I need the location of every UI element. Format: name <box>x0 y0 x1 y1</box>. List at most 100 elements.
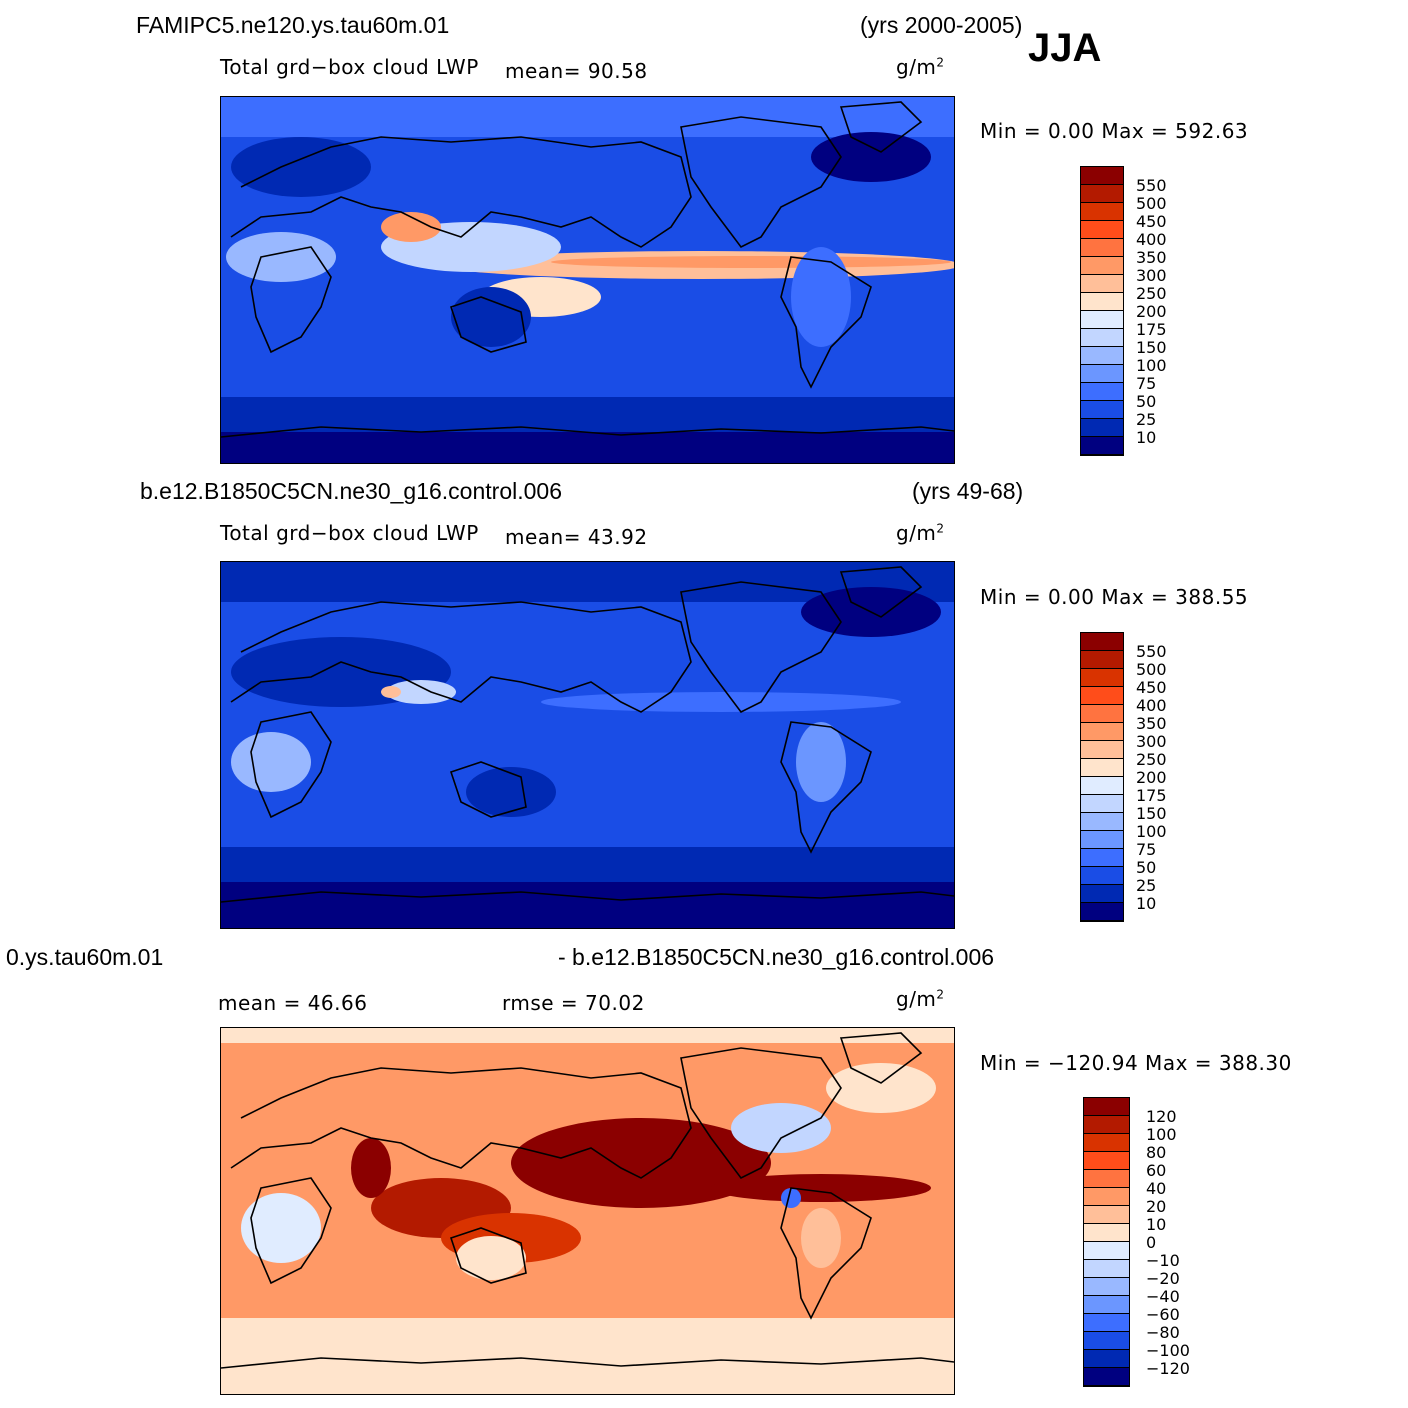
colorbar-swatch <box>1084 1350 1129 1368</box>
colorbar-swatch <box>1081 903 1123 921</box>
colorbar-tick-label: −20 <box>1146 1269 1180 1288</box>
mean-label: mean= 90.58 <box>505 59 648 83</box>
map-field-3 <box>221 1028 954 1394</box>
colorbar-tick-label: −100 <box>1146 1341 1190 1360</box>
colorbar-swatch <box>1084 1188 1129 1206</box>
colorbar-swatch <box>1081 849 1123 867</box>
colorbar-swatch <box>1084 1368 1129 1386</box>
colorbar-tick-label: 0 <box>1146 1233 1157 1252</box>
colorbar-tick-label: 500 <box>1136 194 1167 213</box>
colorbar-2 <box>1080 632 1124 922</box>
colorbar-swatch <box>1084 1224 1129 1242</box>
colorbar-tick-label: 50 <box>1136 392 1157 411</box>
colorbar-3 <box>1083 1097 1130 1387</box>
colorbar-swatch <box>1081 185 1123 203</box>
units-label: g/m2 <box>896 521 945 545</box>
colorbar-tick-label: 60 <box>1146 1161 1167 1180</box>
units-label: g/m2 <box>896 987 945 1011</box>
colorbar-tick-label: 20 <box>1146 1197 1167 1216</box>
case-name: 0.ys.tau60m.01 <box>6 944 164 970</box>
colorbar-tick-label: −10 <box>1146 1251 1180 1270</box>
case-name: b.e12.B1850C5CN.ne30_g16.control.006 <box>140 478 562 504</box>
colorbar-swatch <box>1081 257 1123 275</box>
colorbar-swatch <box>1084 1116 1129 1134</box>
colorbar-swatch <box>1081 651 1123 669</box>
colorbar-tick-label: 400 <box>1136 696 1167 715</box>
colorbar-tick-label: 100 <box>1136 356 1167 375</box>
case-name: FAMIPC5.ne120.ys.tau60m.01 <box>136 12 450 38</box>
colorbar-swatch <box>1081 705 1123 723</box>
colorbar-tick-label: 400 <box>1136 230 1167 249</box>
colorbar-tick-label: 80 <box>1146 1143 1167 1162</box>
colorbar-swatch <box>1084 1260 1129 1278</box>
colorbar-tick-label: 40 <box>1146 1179 1167 1198</box>
colorbar-swatch <box>1081 885 1123 903</box>
season-label: JJA <box>1028 26 1102 70</box>
colorbar-tick-label: −40 <box>1146 1287 1180 1306</box>
colorbar-swatch <box>1081 347 1123 365</box>
years-label: (yrs 49-68) <box>912 478 1024 504</box>
colorbar-swatch <box>1081 275 1123 293</box>
colorbar-tick-label: 500 <box>1136 660 1167 679</box>
colorbar-swatch <box>1084 1152 1129 1170</box>
minmax-label: Min = −120.94 Max = 388.30 <box>980 1051 1292 1075</box>
colorbar-tick-label: 550 <box>1136 642 1167 661</box>
colorbar-tick-label: 350 <box>1136 714 1167 733</box>
colorbar-swatch <box>1084 1296 1129 1314</box>
colorbar-swatch <box>1081 741 1123 759</box>
map-field-1 <box>221 97 954 463</box>
colorbar-swatch <box>1084 1278 1129 1296</box>
colorbar-swatch <box>1081 329 1123 347</box>
colorbar-tick-label: 100 <box>1136 822 1167 841</box>
colorbar-swatch <box>1084 1242 1129 1260</box>
colorbar-swatch <box>1081 419 1123 437</box>
map-field-2 <box>221 562 954 928</box>
colorbar-tick-label: −60 <box>1146 1305 1180 1324</box>
colorbar-swatch <box>1081 293 1123 311</box>
variable-label: Total grd−box cloud LWP <box>220 521 479 545</box>
map-panel-3 <box>220 1027 955 1395</box>
colorbar-tick-label: 100 <box>1146 1125 1177 1144</box>
colorbar-tick-label: 10 <box>1146 1215 1167 1234</box>
colorbar-swatch <box>1081 437 1123 455</box>
colorbar-tick-label: 25 <box>1136 876 1157 895</box>
colorbar-swatch <box>1081 723 1123 741</box>
colorbar-swatch <box>1081 365 1123 383</box>
years-label: (yrs 2000-2005) <box>860 12 1023 38</box>
colorbar-tick-label: 250 <box>1136 284 1167 303</box>
colorbar-swatch <box>1084 1314 1129 1332</box>
map-panel-2 <box>220 561 955 929</box>
colorbar-swatch <box>1081 831 1123 849</box>
colorbar-swatch <box>1081 759 1123 777</box>
colorbar-swatch <box>1081 687 1123 705</box>
colorbar-tick-label: 150 <box>1136 338 1167 357</box>
colorbar-tick-label: 200 <box>1136 768 1167 787</box>
case-name-right: - b.e12.B1850C5CN.ne30_g16.control.006 <box>558 944 995 970</box>
colorbar-swatch <box>1081 401 1123 419</box>
colorbar-swatch <box>1084 1170 1129 1188</box>
rmse-label: rmse = 70.02 <box>502 991 645 1015</box>
colorbar-swatch <box>1081 669 1123 687</box>
colorbar-tick-label: 450 <box>1136 212 1167 231</box>
colorbar-tick-label: −120 <box>1146 1359 1190 1378</box>
colorbar-swatch <box>1081 777 1123 795</box>
colorbar-swatch <box>1081 239 1123 257</box>
colorbar-swatch <box>1081 383 1123 401</box>
colorbar-swatch <box>1081 867 1123 885</box>
colorbar-tick-label: 300 <box>1136 732 1167 751</box>
minmax-label: Min = 0.00 Max = 388.55 <box>980 585 1249 609</box>
colorbar-tick-label: 300 <box>1136 266 1167 285</box>
colorbar-swatch <box>1081 311 1123 329</box>
minmax-label: Min = 0.00 Max = 592.63 <box>980 119 1249 143</box>
colorbar-tick-label: 450 <box>1136 678 1167 697</box>
colorbar-tick-label: 250 <box>1136 750 1167 769</box>
colorbar-tick-label: 10 <box>1136 894 1157 913</box>
map-panel-1 <box>220 96 955 464</box>
colorbar-swatch <box>1081 203 1123 221</box>
colorbar-swatch <box>1084 1098 1129 1116</box>
mean-label: mean = 46.66 <box>218 991 368 1015</box>
units-label: g/m2 <box>896 55 945 79</box>
colorbar-swatch <box>1084 1206 1129 1224</box>
colorbar-tick-label: 50 <box>1136 858 1157 877</box>
colorbar-tick-label: 120 <box>1146 1107 1177 1126</box>
